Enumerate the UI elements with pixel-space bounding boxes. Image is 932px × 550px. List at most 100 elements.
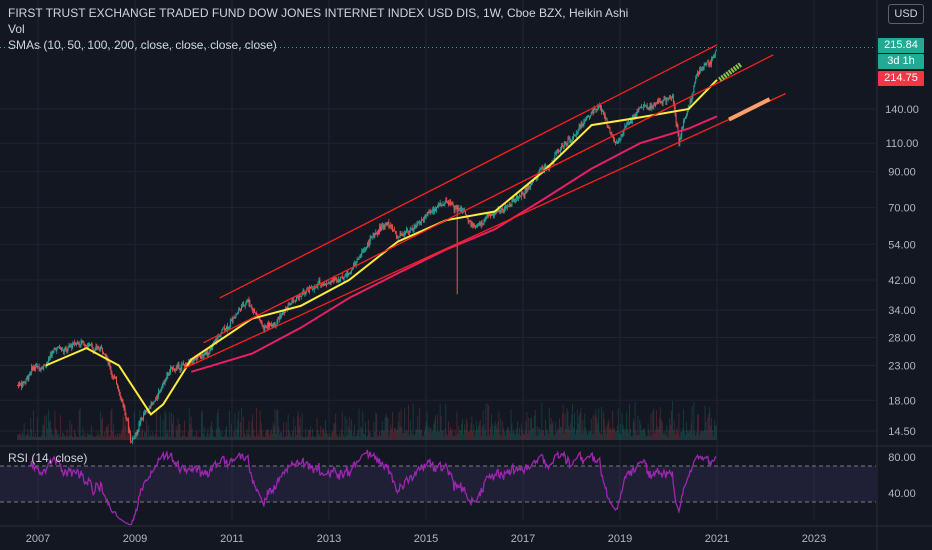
candle-body xyxy=(417,222,419,225)
volume-bar xyxy=(577,423,579,440)
volume-bar xyxy=(703,430,705,440)
rsi-tick-label: 80.00 xyxy=(888,452,916,464)
volume-bar xyxy=(165,413,167,440)
price-tick-label: 42.00 xyxy=(888,275,916,287)
volume-bar xyxy=(575,429,577,440)
candle-body xyxy=(380,226,381,230)
volume-bar xyxy=(394,428,396,440)
candle-body xyxy=(637,108,639,113)
volume-bar xyxy=(82,427,84,440)
volume-bar xyxy=(158,435,159,440)
candle-body xyxy=(275,324,277,326)
volume-bar xyxy=(566,407,568,440)
candle-body xyxy=(114,376,116,378)
candle-body xyxy=(448,202,450,205)
volume-bar xyxy=(152,432,154,440)
volume-bar xyxy=(542,430,544,440)
candle-body xyxy=(170,367,172,373)
candle-body xyxy=(504,207,506,208)
volume-bar xyxy=(70,435,72,440)
price-tick-label: 90.00 xyxy=(888,167,916,179)
volume-bar xyxy=(649,436,651,440)
volume-bars xyxy=(17,400,717,440)
volume-bar xyxy=(393,432,394,440)
volume-bar xyxy=(506,427,508,440)
candle-body xyxy=(388,222,390,227)
volume-bar xyxy=(73,436,75,440)
volume-bar xyxy=(258,436,260,440)
candle-body xyxy=(477,225,478,227)
volume-bar xyxy=(30,418,32,440)
candle-body xyxy=(489,214,491,216)
volume-bar xyxy=(537,435,539,440)
volume-bar xyxy=(25,435,27,440)
candle-body xyxy=(96,346,98,348)
candle-body xyxy=(152,403,154,405)
volume-bar xyxy=(708,413,710,440)
volume-bar xyxy=(419,408,421,440)
candle-body xyxy=(103,353,105,355)
volume-bar xyxy=(401,427,403,440)
volume-bar xyxy=(486,435,488,440)
volume-bar xyxy=(260,422,262,440)
candle-body xyxy=(218,336,220,338)
volume-bar xyxy=(661,421,663,440)
candle-body xyxy=(74,343,75,344)
volume-bar xyxy=(384,417,386,440)
candle-body xyxy=(312,286,314,290)
candle-body xyxy=(697,72,699,76)
volume-bar xyxy=(265,432,267,440)
candle-body xyxy=(645,105,647,107)
volume-bar xyxy=(438,432,440,440)
sma-legend[interactable]: SMAs (10, 50, 100, 200, close, close, cl… xyxy=(8,38,277,52)
volume-bar xyxy=(398,411,400,440)
volume-bar xyxy=(301,413,303,440)
volume-bar xyxy=(232,436,234,440)
volume-bar xyxy=(269,435,270,440)
candle-body xyxy=(219,336,221,338)
candle-body xyxy=(384,224,386,229)
currency-button[interactable]: USD xyxy=(888,4,924,24)
candle-body xyxy=(491,214,492,216)
volume-bar xyxy=(541,402,543,440)
candle-body xyxy=(439,202,441,204)
volume-bar xyxy=(475,430,477,440)
candle-body xyxy=(624,126,626,130)
volume-bar xyxy=(352,436,353,440)
volume-bar xyxy=(573,427,574,440)
candle-body xyxy=(656,102,657,104)
volume-bar xyxy=(565,428,567,440)
candle-body xyxy=(662,100,664,104)
candle-body xyxy=(356,259,358,262)
candle-body xyxy=(698,70,700,74)
candle-body xyxy=(625,126,627,128)
candle-body xyxy=(337,280,339,282)
candle-body xyxy=(283,311,284,313)
time-tick-label: 2009 xyxy=(123,533,147,545)
volume-legend[interactable]: Vol xyxy=(8,22,25,36)
volume-bar xyxy=(366,436,367,440)
volume-bar xyxy=(254,436,256,440)
volume-bar xyxy=(248,421,250,440)
volume-bar xyxy=(608,419,610,440)
volume-bar xyxy=(675,430,677,440)
candle-body xyxy=(585,119,587,121)
volume-bar xyxy=(605,433,607,440)
volume-bar xyxy=(195,436,197,440)
candle-body xyxy=(45,365,47,367)
volume-bar xyxy=(538,427,540,440)
rsi-legend[interactable]: RSI (14, close) xyxy=(8,451,88,465)
volume-bar xyxy=(231,437,233,440)
candle-body xyxy=(507,205,509,207)
candle-body xyxy=(325,284,327,286)
candle-body xyxy=(301,294,303,297)
volume-bar xyxy=(93,436,95,440)
candle-body xyxy=(64,347,66,351)
candle-body xyxy=(113,376,115,378)
volume-bar xyxy=(56,430,58,440)
volume-bar xyxy=(387,418,389,440)
volume-bar xyxy=(272,422,274,440)
volume-bar xyxy=(313,436,315,440)
candle-body xyxy=(590,111,592,116)
